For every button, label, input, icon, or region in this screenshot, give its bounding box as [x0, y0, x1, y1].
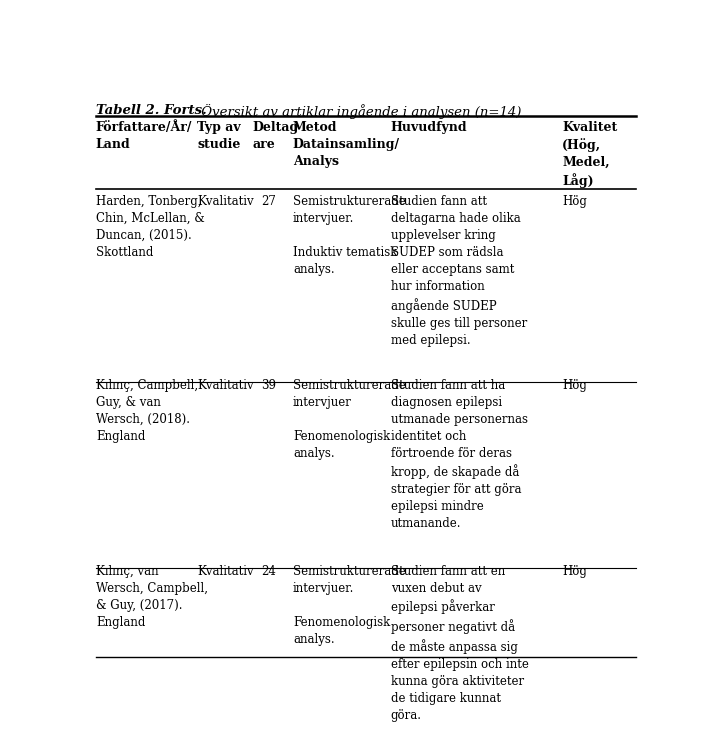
Text: 24: 24 — [261, 565, 276, 578]
Text: Studien fann att
deltagarna hade olika
upplevelser kring
SUDEP som rädsla
eller : Studien fann att deltagarna hade olika u… — [391, 195, 527, 346]
Text: 39: 39 — [261, 379, 276, 392]
Text: Typ av
studie: Typ av studie — [197, 121, 241, 151]
Text: Harden, Tonberg,
Chin, McLellan, &
Duncan, (2015).
Skottland: Harden, Tonberg, Chin, McLellan, & Dunca… — [96, 195, 205, 259]
Text: Kvalitativ: Kvalitativ — [197, 379, 253, 392]
Text: Översikt av artiklar ingående i analysen (n=14): Översikt av artiklar ingående i analysen… — [197, 104, 521, 119]
Text: Kvalitativ: Kvalitativ — [197, 195, 253, 208]
Text: Hög: Hög — [563, 195, 587, 208]
Text: Hög: Hög — [563, 379, 587, 392]
Text: Semistrukturerade
intervjuer

Fenomenologisk
analys.: Semistrukturerade intervjuer Fenomenolog… — [293, 379, 406, 460]
Text: Kvalitet
(Hög,
Medel,
Låg): Kvalitet (Hög, Medel, Låg) — [563, 121, 618, 188]
Text: Kılınç, Campbell,
Guy, & van
Wersch, (2018).
England: Kılınç, Campbell, Guy, & van Wersch, (20… — [96, 379, 198, 442]
Text: Författare/År/
Land: Författare/År/ Land — [96, 121, 192, 151]
Text: Kvalitativ: Kvalitativ — [197, 565, 253, 578]
Text: Hög: Hög — [563, 565, 587, 578]
Text: Tabell 2. Forts.: Tabell 2. Forts. — [96, 104, 206, 118]
Text: Semistrukturerade
intervjuer.

Induktiv tematisk
analys.: Semistrukturerade intervjuer. Induktiv t… — [293, 195, 406, 276]
Text: Metod
Datainsamling/
Analys: Metod Datainsamling/ Analys — [293, 121, 400, 167]
Text: Deltag
are: Deltag are — [253, 121, 298, 151]
Text: Kılınç, van
Wersch, Campbell,
& Guy, (2017).
England: Kılınç, van Wersch, Campbell, & Guy, (20… — [96, 565, 208, 628]
Text: 27: 27 — [261, 195, 276, 208]
Text: Studien fann att en
vuxen debut av
epilepsi påverkar
personer negativt då
de mås: Studien fann att en vuxen debut av epile… — [391, 565, 528, 722]
Text: Huvudfynd: Huvudfynd — [391, 121, 468, 134]
Text: Studien fann att ha
diagnosen epilepsi
utmanade personernas
identitet och
förtro: Studien fann att ha diagnosen epilepsi u… — [391, 379, 528, 530]
Text: Semistrukturerade
intervjuer.

Fenomenologisk
analys.: Semistrukturerade intervjuer. Fenomenolo… — [293, 565, 406, 646]
